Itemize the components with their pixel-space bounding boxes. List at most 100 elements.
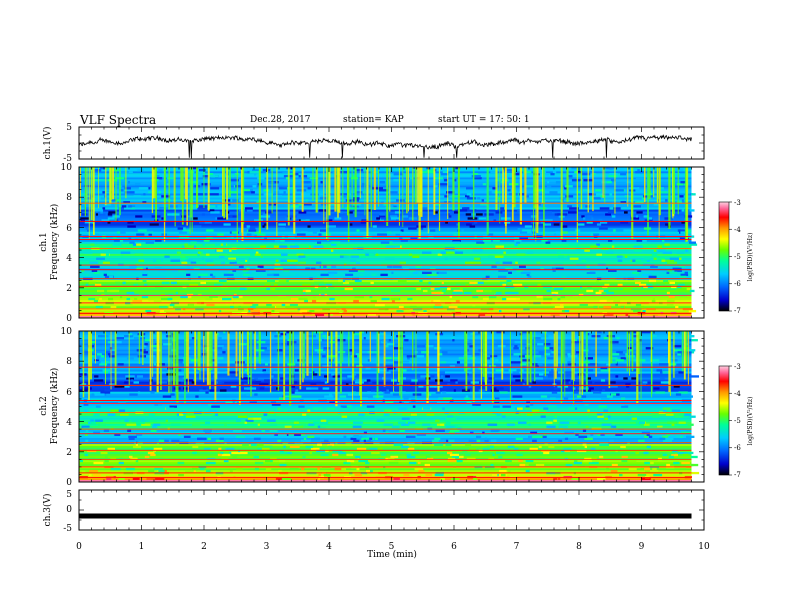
spectrogram-cell (418, 469, 425, 473)
spectrogram-cell (136, 349, 146, 352)
spectrogram-cell (648, 435, 653, 438)
spectrogram-cell (140, 419, 146, 422)
spectrogram-cell (606, 181, 612, 184)
spectrogram-cell (277, 439, 282, 443)
spectrogram-cell (302, 257, 309, 260)
spectrogram-cell (465, 443, 472, 447)
spectrogram-cell (262, 225, 265, 228)
spectrogram-cell (318, 233, 322, 236)
spectrogram-cell (230, 305, 234, 309)
spectrogram-cell (607, 409, 616, 412)
spectrogram-cell (202, 387, 207, 390)
spectrogram-cell (293, 219, 300, 222)
spectrogram-cell (175, 379, 185, 382)
spectrogram-cell (264, 283, 271, 287)
spectrogram-cell (393, 173, 404, 176)
spectrogram-cell (673, 345, 682, 348)
spectrogram-cell (586, 333, 590, 336)
spectrogram-cell (147, 187, 151, 190)
spectrogram-spike (351, 167, 353, 207)
spectrogram-cell (309, 177, 319, 180)
spectrogram-band (79, 197, 692, 200)
spectrogram-cell (192, 469, 196, 473)
spectrogram-spike (235, 331, 238, 377)
spectrogram-spike (209, 331, 211, 372)
spectrogram-cell (322, 335, 327, 338)
spectrogram-cell (438, 183, 448, 186)
ch2-spectrogram-yticklabels: 0 2 4 6 8 10 (61, 327, 73, 488)
spectrogram-cell (280, 259, 287, 262)
spectrogram-spike (573, 331, 575, 381)
spectrogram-cell (351, 391, 357, 394)
spectrogram-cell (495, 245, 504, 248)
spectrogram-cell (293, 421, 299, 424)
spectrogram-cell (650, 265, 658, 268)
spectrogram-cell (442, 171, 448, 174)
spectrogram-cell (98, 423, 106, 426)
spectrogram-cell (330, 203, 337, 206)
spectrogram-cell (153, 299, 162, 303)
ch1-spectrogram-ylabel: Frequency (kHz) (49, 204, 60, 281)
spectrogram-cell (192, 445, 199, 449)
spectrogram-cell (672, 371, 679, 374)
spectrogram-spike (82, 331, 85, 398)
spectrogram-cell (110, 409, 119, 412)
spectrogram-spike (677, 167, 679, 215)
spectrogram-cell (303, 291, 306, 295)
spectrogram-cell (339, 377, 347, 380)
spectrogram-cell (459, 287, 463, 291)
spectrogram-band (79, 199, 692, 202)
spectrogram-cell (328, 445, 332, 449)
spectrogram-cell (346, 405, 352, 408)
spectrogram-band (79, 299, 692, 303)
spectrogram-cell (686, 231, 691, 234)
spectrogram-cell (406, 355, 417, 358)
spectrogram-cell (532, 435, 541, 438)
spectrogram-cell (408, 421, 416, 424)
spectrogram-cell (376, 217, 380, 220)
colorbar-ch2-gradient (718, 365, 730, 476)
spectrogram-cell (647, 217, 652, 220)
spectrogram-cell (274, 267, 281, 270)
spectrogram-cell (493, 357, 503, 360)
spectrogram-cell (635, 273, 639, 277)
spectrogram-cell (535, 463, 545, 467)
spectrogram-cell (300, 219, 310, 222)
spectrogram-cell (94, 283, 102, 287)
spectrogram-line (79, 239, 692, 240)
spectrogram-cell (138, 335, 143, 338)
spectrogram-cell (124, 419, 129, 422)
spectrogram-cell (143, 351, 149, 354)
spectrogram-spike (412, 331, 414, 371)
spectrogram-band (79, 415, 692, 418)
spectrogram-cell (546, 243, 556, 246)
spectrogram-cell (318, 283, 326, 287)
spectrogram-cell (228, 257, 236, 260)
spectrogram-cell (274, 431, 281, 434)
spectrogram-cell (182, 285, 187, 289)
spectrogram-cell (372, 395, 377, 398)
spectrogram-cell (259, 387, 265, 390)
spectrogram-cell (85, 439, 89, 443)
spectrogram-cell (197, 207, 208, 210)
spectrogram-line (79, 264, 692, 266)
spectrogram-cell (310, 383, 317, 386)
spectrogram-cell (201, 257, 204, 260)
spectrogram-dc-line (79, 480, 692, 482)
spectrogram-cell (580, 285, 583, 289)
spectrogram-cell (681, 221, 688, 224)
spectrogram-band (79, 405, 692, 408)
spectrogram-band (79, 227, 692, 230)
spectrogram-cell (513, 353, 521, 356)
spectrogram-spike (170, 331, 172, 393)
spectrogram-cell (651, 335, 657, 338)
spectrogram-cell (271, 403, 281, 406)
spectrogram-cell (130, 207, 136, 210)
spectrogram-cell (369, 295, 373, 299)
spectrogram-cell (473, 353, 480, 356)
spectrogram-cell (624, 195, 629, 198)
spectrogram-cell (440, 403, 447, 406)
spectrogram-spike (376, 331, 379, 399)
spectrogram-cell (621, 459, 628, 463)
spectrogram-cell (390, 423, 399, 426)
